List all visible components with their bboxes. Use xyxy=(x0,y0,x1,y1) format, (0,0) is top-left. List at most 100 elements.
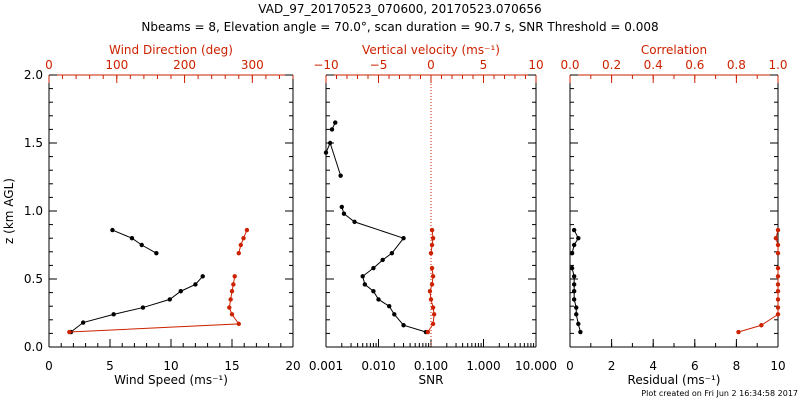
y-tick-label: 2.0 xyxy=(24,68,43,82)
panel-2-top-tick-label: −10 xyxy=(313,58,338,72)
panel-2-bottom-tick-label: 0.010 xyxy=(361,359,395,373)
panel-3-series-black-point xyxy=(574,305,579,310)
title-line-1: VAD_97_20170523_070600, 20170523.070656 xyxy=(258,2,541,16)
panel-1-series-red-point xyxy=(236,321,241,327)
panel-3-series-black-point xyxy=(571,282,577,287)
panel-1-series-red-point xyxy=(241,236,246,241)
panel-3-series-black-point xyxy=(571,289,577,294)
panel-1-top-tick-label: 100 xyxy=(105,58,128,72)
panel-3-series-red-point xyxy=(775,312,781,317)
panel-3-bottom-tick-label: 8 xyxy=(733,359,741,373)
panel-1-top-tick-label: 200 xyxy=(173,58,196,72)
panel-1-series-red-point xyxy=(232,274,237,279)
panel-2-series-red-point xyxy=(427,289,433,294)
panel-2-series-black-point xyxy=(371,265,376,271)
panel-2-series-black-point xyxy=(327,140,333,146)
title-line-2: Nbeams = 8, Elevation angle = 70.0°, sca… xyxy=(141,20,658,34)
plot-created-footer: Plot created on Fri Jun 2 16:34:58 2017 xyxy=(641,389,798,398)
panel-1-series-black-point xyxy=(167,297,172,302)
panel-1-series-red-line xyxy=(238,229,248,254)
panel-3-series-black-line xyxy=(571,229,579,254)
panel-3-bottom-tick-label: 6 xyxy=(691,359,699,373)
panel-1-series-red-point xyxy=(229,312,235,317)
panel-1-series-red-point xyxy=(228,297,233,302)
panel-3-series-red-line xyxy=(775,229,779,254)
panel-3-series-red-point xyxy=(736,329,741,335)
panel-3-series-red-line xyxy=(738,268,779,333)
panel-3-bottom-tick-label: 0 xyxy=(566,359,574,373)
panel-2-series-red-point xyxy=(429,242,435,248)
panel-3-series-red-point xyxy=(775,242,781,248)
panel-2-top-tick-label: 10 xyxy=(528,58,543,72)
panel-3-series-black-point xyxy=(569,265,575,271)
panel-2-series-black-point xyxy=(360,274,365,279)
panel-1-series-red-point xyxy=(231,282,236,287)
panel-3-series-red-point xyxy=(775,297,781,302)
panel-1-series-black-point xyxy=(139,242,144,248)
panel-3-bottom-axis-label: Residual (ms⁻¹) xyxy=(628,373,721,387)
panel-3-series-black-point xyxy=(571,227,577,233)
panel-1-bottom-tick-label: 5 xyxy=(106,359,114,373)
panel-2-bottom-tick-label: 0.100 xyxy=(414,359,448,373)
panel-2-top-axis-label: Vertical velocity (ms⁻¹) xyxy=(362,43,500,57)
panel-2-series-black-point xyxy=(339,204,345,210)
panel-3-top-tick-label: 0.4 xyxy=(644,58,663,72)
panel-2-series-black-point xyxy=(380,257,385,263)
y-tick-label: 1.5 xyxy=(24,136,43,150)
panel-3-series-red-point xyxy=(775,282,781,287)
panel-3-series-red-point xyxy=(775,274,781,279)
y-axis-label: z (km AGL) xyxy=(2,178,16,244)
panel-1-series-black-point xyxy=(111,312,116,317)
panel-1-series-red-point xyxy=(238,242,244,248)
panel-3-series-black-point xyxy=(574,312,579,317)
panel-2-series-red-point xyxy=(429,227,435,233)
panel-2-bottom-tick-label: 10.000 xyxy=(515,359,557,373)
panel-2-series-red-point xyxy=(429,265,435,271)
panel-3-top-tick-label: 0.8 xyxy=(727,58,746,72)
panel-3-series-black-point xyxy=(576,236,581,241)
panel-2-series-black-point xyxy=(401,236,406,241)
panel-2-series-red-point xyxy=(429,282,435,287)
panel-3-series-black-point xyxy=(571,242,577,248)
panel-2-bottom-tick-label: 1.000 xyxy=(466,359,500,373)
panel-3-series-black-point xyxy=(571,297,577,302)
panel-1-series-red-point xyxy=(244,227,250,233)
panel-1-series-black-line xyxy=(112,229,157,254)
panel-3-bottom-tick-label: 4 xyxy=(649,359,657,373)
panel-2-top-tick-label: −5 xyxy=(370,58,388,72)
panel-3-series-red-point xyxy=(775,289,781,294)
panel-2-series-black-point xyxy=(392,312,397,317)
panel-2-series-black-point xyxy=(338,173,343,178)
panel-2-series-black-line xyxy=(325,141,342,176)
panel-2-series-black-point xyxy=(389,250,395,256)
panel-1-series-red-point xyxy=(229,289,235,294)
panel-3-top-tick-label: 0.0 xyxy=(560,58,579,72)
panel-1-series-black-point xyxy=(154,250,159,256)
panel-1-top-tick-label: 300 xyxy=(241,58,264,72)
panel-3-bottom-tick-label: 10 xyxy=(770,359,785,373)
panel-1-bottom-tick-label: 20 xyxy=(285,359,300,373)
panel-3-series-red-point xyxy=(775,227,781,233)
panel-3-series-red-point xyxy=(775,250,781,256)
y-tick-label: 0.0 xyxy=(24,340,43,354)
panel-1-series-black-point xyxy=(129,236,135,241)
panel-2-top-tick-label: 5 xyxy=(480,58,488,72)
panel-2-series-red-point xyxy=(428,250,434,256)
panel-1-bottom-axis-label: Wind Speed (ms⁻¹) xyxy=(114,373,228,387)
panel-2-series-black-point xyxy=(323,150,329,155)
panel-2-bottom-axis-label: SNR xyxy=(419,373,444,387)
y-tick-label: 1.0 xyxy=(24,204,43,218)
panel-3-series-red-point xyxy=(775,265,781,271)
panel-2-series-red-point xyxy=(430,321,436,327)
panel-1-top-axis-label: Wind Direction (deg) xyxy=(109,43,233,57)
panel-2-series-red-point xyxy=(425,329,431,335)
panel-2-series-red-point xyxy=(431,312,437,317)
panel-2-series-red-point xyxy=(430,236,436,241)
panel-1-top-tick-label: 0 xyxy=(45,58,53,72)
panel-2-series-black-point xyxy=(329,127,335,132)
panel-1-bottom-tick-label: 10 xyxy=(163,359,178,373)
panel-1-series-black-point xyxy=(200,274,205,279)
panel-1-series-black-point xyxy=(140,305,146,310)
panel-3-top-tick-label: 0.6 xyxy=(685,58,704,72)
panel-1-series-black-line xyxy=(70,275,204,333)
